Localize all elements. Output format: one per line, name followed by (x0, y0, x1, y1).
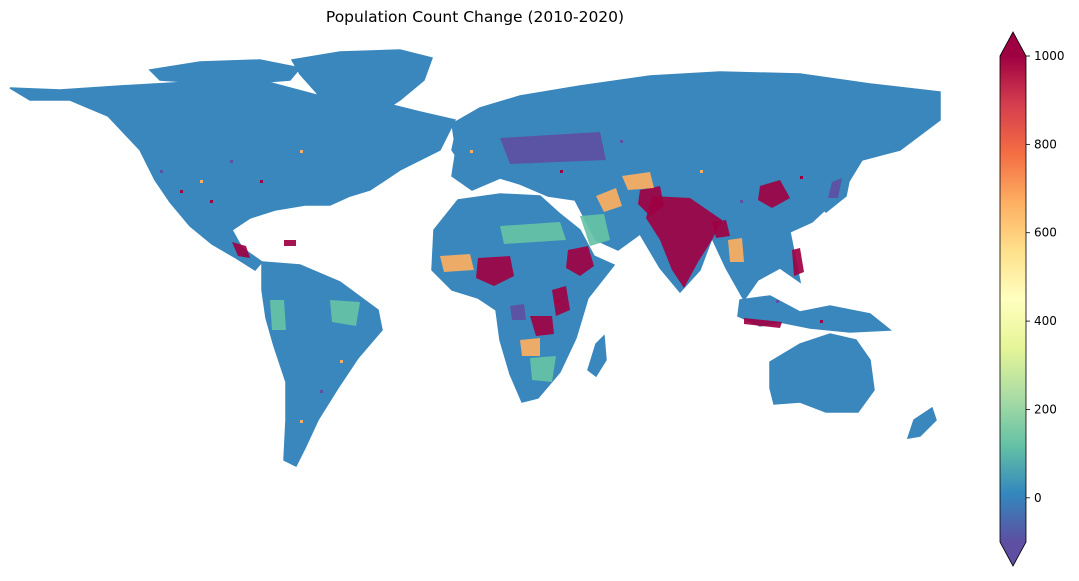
hotspot-speckle (560, 170, 563, 173)
hotspot-speckle (776, 300, 779, 303)
hotspot-pakistan (638, 186, 664, 216)
continent-north-america (9, 79, 457, 271)
hotspot-japan-decline (828, 178, 842, 198)
island-british-isles (451, 127, 473, 164)
hotspot-bangladesh (712, 220, 730, 238)
world-map (9, 49, 941, 468)
continent-africa (431, 193, 616, 403)
hotspot-philippines (792, 248, 804, 276)
hotspot-caribbean (284, 240, 296, 246)
hotspot-arabia (580, 214, 610, 246)
hotspot-speckle (340, 360, 343, 363)
hotspot-speckle (820, 320, 823, 323)
hotspot-sahara-edge (500, 222, 566, 244)
hotspot-speckle (160, 170, 163, 173)
hotspot-south-america-east (330, 300, 360, 326)
hotspot-china-east (758, 180, 790, 208)
hotspot-congo (530, 316, 554, 336)
hotspot-central-asia (622, 172, 654, 190)
hotspot-central-africa-decline (510, 304, 526, 320)
hotspot-india (646, 196, 722, 288)
hotspot-speckle (300, 420, 303, 423)
hotspot-speckle (700, 170, 703, 173)
hotspot-speckle (200, 180, 203, 183)
hotspot-east-africa (552, 286, 570, 316)
land-layer (9, 49, 941, 468)
hotspot-central-america (232, 242, 250, 258)
continent-greenland (290, 49, 433, 127)
colorbar-tick-label: 800 (1034, 137, 1057, 151)
islands-southeast-asia (737, 295, 893, 333)
colorbar-tick-label: 200 (1034, 402, 1057, 416)
arctic-islands (148, 59, 302, 85)
hotspot-speckle (230, 160, 233, 163)
colorbar-tick-label: 1000 (1034, 49, 1065, 63)
hotspot-ethiopia (566, 246, 594, 276)
island-new-zealand (906, 406, 937, 439)
hotspot-speckle (556, 300, 559, 303)
hotspot-southern-africa-low (530, 356, 556, 382)
colorbar-extend-min (1000, 542, 1026, 566)
colorbar-tick-label: 600 (1034, 226, 1057, 240)
colorbar-gradient (1000, 56, 1026, 542)
island-madagascar (587, 334, 607, 378)
hotspot-middle-east (596, 188, 622, 212)
hotspot-speckle (210, 200, 213, 203)
continent-eurasia (451, 71, 941, 302)
hotspot-speckle (800, 176, 803, 179)
hotspot-speckle (740, 200, 743, 203)
colorbar-outline (999, 31, 1027, 567)
continent-south-america (261, 261, 383, 468)
hotspot-layer (160, 132, 842, 423)
hotspot-andes (270, 300, 286, 330)
colorbar: 1000 800 600 400 200 0 (999, 31, 1065, 567)
colorbar-extend-max (1000, 32, 1026, 56)
hotspot-sahel (440, 254, 474, 272)
hotspot-indonesia-java (744, 318, 782, 328)
continent-australia (769, 333, 875, 413)
hotspot-speckle (470, 150, 473, 153)
hotspot-speckle (260, 180, 263, 183)
hotspot-speckle (300, 150, 303, 153)
hotspot-southern-africa (520, 338, 540, 356)
hotspot-speckle (620, 140, 623, 143)
hotspot-eastern-europe (500, 132, 606, 164)
colorbar-tick-label: 400 (1034, 314, 1057, 328)
map-title: Population Count Change (2010-2020) (325, 8, 625, 26)
hotspot-myanmar (728, 238, 744, 262)
hotspot-speckle (180, 190, 183, 193)
hotspot-speckle (320, 390, 323, 393)
hotspot-nigeria (476, 256, 514, 286)
colorbar-tick-label: 0 (1034, 491, 1042, 505)
